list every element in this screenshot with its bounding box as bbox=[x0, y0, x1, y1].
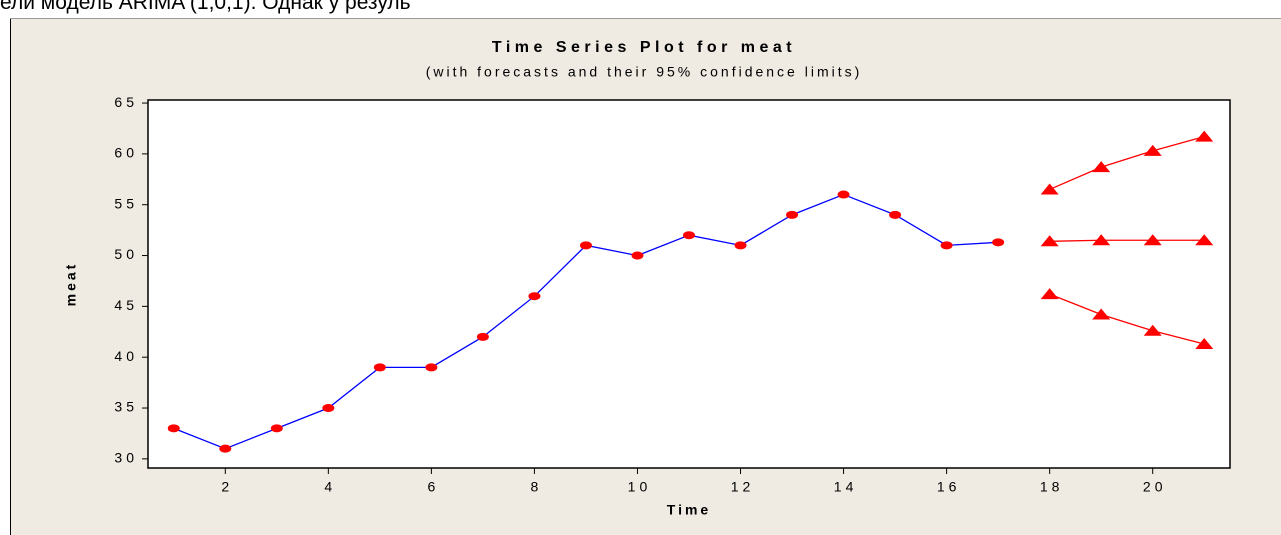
data-point bbox=[837, 190, 850, 199]
data-point bbox=[1092, 234, 1111, 246]
series-line bbox=[1049, 293, 1205, 345]
x-tick-label: 6 bbox=[427, 479, 439, 495]
chart-title: Time Series Plot for meat bbox=[492, 39, 796, 56]
plot-area bbox=[147, 99, 1231, 469]
x-tick-label: 12 bbox=[731, 479, 755, 495]
x-tick-label: 20 bbox=[1143, 479, 1167, 495]
data-point bbox=[373, 363, 386, 372]
data-point bbox=[1143, 144, 1162, 156]
data-point bbox=[1092, 308, 1111, 320]
x-tick-label: 4 bbox=[324, 479, 336, 495]
data-point bbox=[528, 292, 541, 301]
data-point bbox=[889, 210, 902, 219]
x-tick-label: 10 bbox=[628, 479, 652, 495]
data-point bbox=[1143, 324, 1162, 336]
y-tick-label: 45 bbox=[114, 297, 138, 313]
y-tick-label: 60 bbox=[114, 145, 138, 161]
x-tick-label: 18 bbox=[1040, 479, 1064, 495]
x-axis-label: Time bbox=[667, 502, 711, 518]
y-tick-label: 65 bbox=[114, 94, 138, 110]
data-point bbox=[1195, 130, 1214, 142]
y-tick-label: 40 bbox=[114, 348, 138, 364]
x-tick-label: 14 bbox=[834, 479, 858, 495]
data-point bbox=[992, 238, 1005, 247]
data-point bbox=[1195, 337, 1214, 349]
data-point bbox=[1040, 183, 1059, 195]
data-point bbox=[167, 424, 180, 433]
series-line bbox=[1049, 135, 1205, 191]
data-point bbox=[1143, 234, 1162, 246]
data-point bbox=[631, 251, 644, 260]
y-tick-label: 55 bbox=[114, 195, 138, 211]
data-point bbox=[1040, 288, 1059, 300]
series-line bbox=[1049, 239, 1205, 242]
x-tick-label: 16 bbox=[937, 479, 961, 495]
data-point bbox=[219, 444, 232, 453]
data-point bbox=[322, 404, 335, 413]
data-point bbox=[1195, 234, 1214, 246]
y-axis-label: meat bbox=[63, 262, 79, 307]
data-point bbox=[425, 363, 438, 372]
y-tick-label: 35 bbox=[114, 399, 138, 415]
data-point bbox=[1040, 235, 1059, 247]
data-point bbox=[1092, 161, 1111, 173]
chart-subtitle: (with forecasts and their 95% confidence… bbox=[426, 64, 863, 80]
data-point bbox=[579, 241, 592, 250]
data-point bbox=[734, 241, 747, 250]
document-text: ели модель ARIMA (1,0,1). Однак у резуль bbox=[0, 0, 411, 14]
y-tick-label: 30 bbox=[114, 450, 138, 466]
data-point bbox=[270, 424, 283, 433]
y-tick-label: 50 bbox=[114, 246, 138, 262]
x-tick-label: 2 bbox=[221, 479, 233, 495]
data-point bbox=[940, 241, 953, 250]
data-point bbox=[786, 210, 799, 219]
data-point bbox=[476, 332, 489, 341]
x-tick-label: 8 bbox=[531, 479, 543, 495]
data-point bbox=[683, 231, 695, 240]
